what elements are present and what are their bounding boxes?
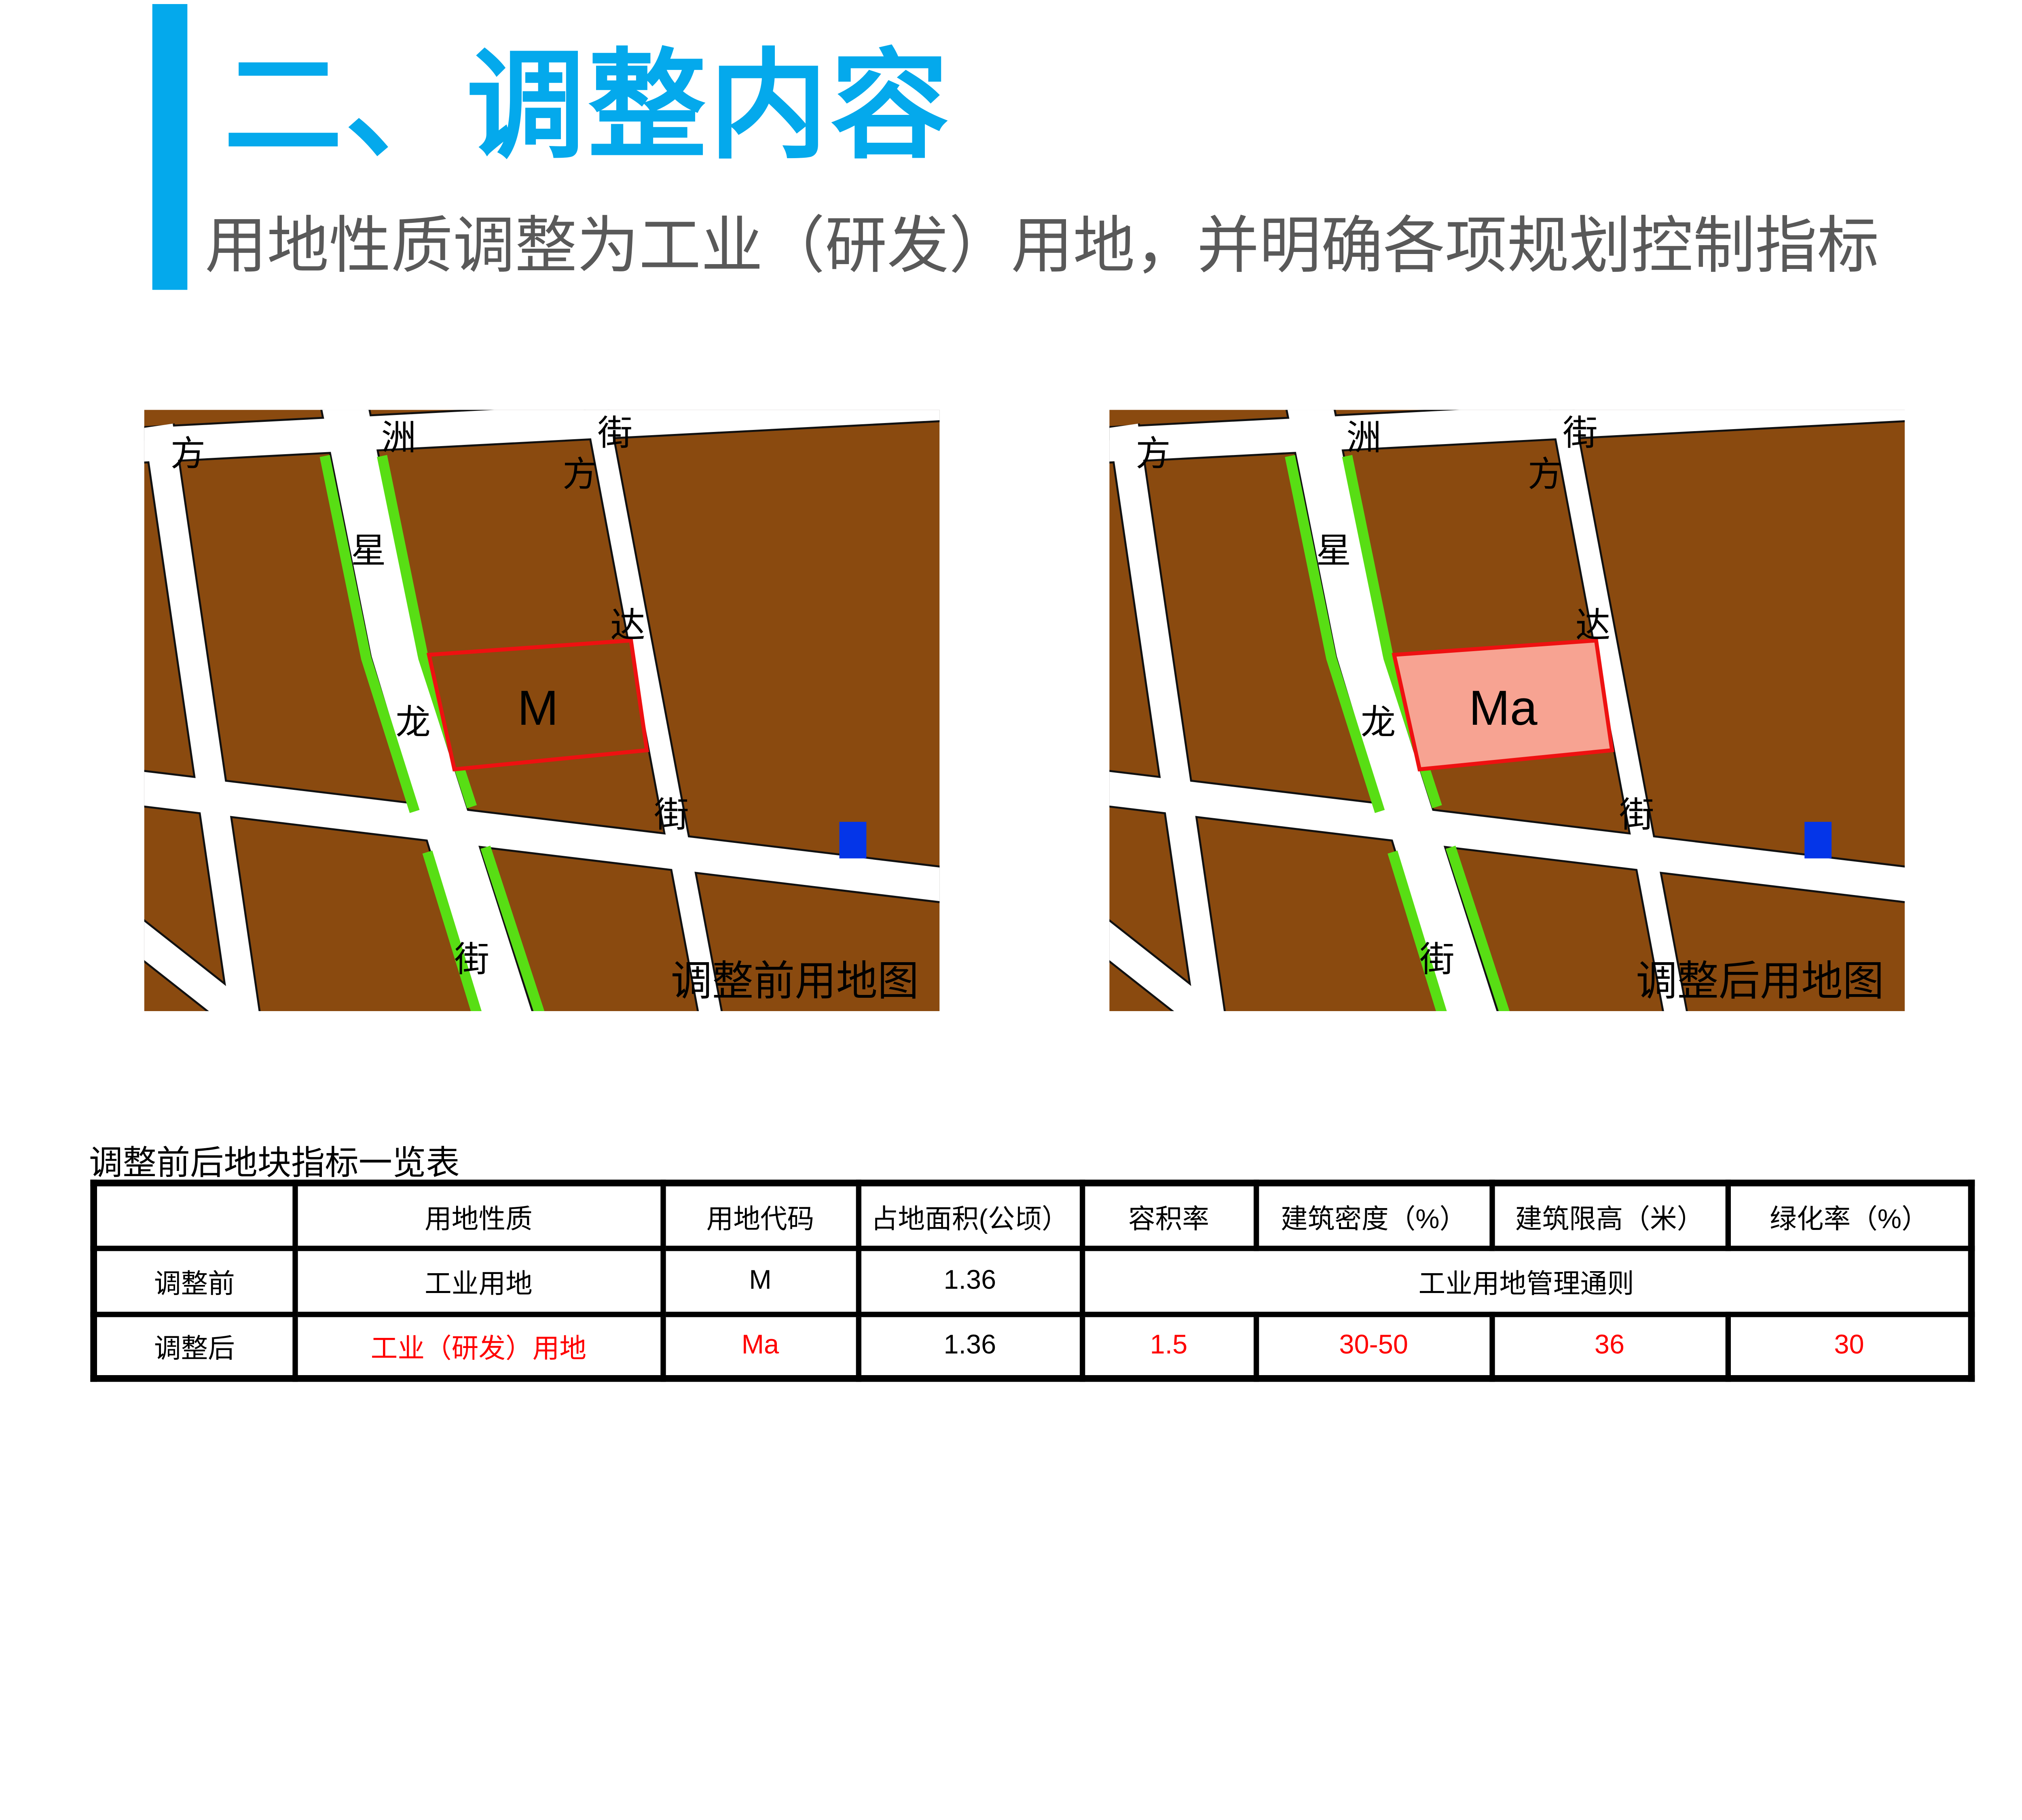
map-svg: 方洲街方星达龙街街Ma调整后用地图 [1109, 410, 1905, 1012]
street-label: 星 [351, 531, 386, 570]
street-label: 达 [1576, 606, 1611, 645]
greenbelt-strip [1285, 455, 1385, 813]
street-label: 街 [1619, 796, 1654, 834]
title-accent-bar [152, 4, 188, 290]
street-label: 街 [1419, 940, 1455, 979]
map-svg: 方洲街方星达龙街街M调整前用地图 [144, 410, 940, 1012]
table-row: 调整前 工业用地 M 1.36 工业用地管理通则 [91, 1245, 1974, 1317]
table-cell: M [660, 1245, 861, 1317]
street-label: 方 [563, 455, 598, 494]
street [1109, 423, 1224, 1012]
street [144, 423, 259, 1012]
table-header-cell [91, 1180, 297, 1251]
street-label: 街 [455, 940, 490, 979]
indicator-table: 用地性质 用地代码 占地面积(公顷） 容积率 建筑密度（%） 建筑限高（米） 绿化率（%）调… [90, 1179, 1975, 1382]
table-cell: 1.36 [855, 1312, 1085, 1381]
street-label: 洲 [1346, 419, 1381, 457]
greenbelt-strip [422, 850, 482, 1012]
greenbelt-strip [319, 455, 420, 813]
street [322, 410, 532, 1012]
street-label: 方 [1528, 455, 1563, 494]
street [1109, 410, 1905, 462]
street-label: 方 [171, 434, 206, 473]
street-label: 街 [654, 796, 689, 834]
street [586, 410, 721, 1012]
table-cell: 36 [1489, 1312, 1730, 1381]
greenbelt-strip [1387, 850, 1447, 1012]
table-header-cell: 绿化率（%） [1724, 1180, 1974, 1251]
street-label: 龙 [1361, 703, 1396, 742]
table-title: 调整前后地块指标一览表 [89, 1145, 460, 1183]
table-header-cell: 用地代码 [660, 1180, 861, 1251]
street-label: 街 [598, 414, 633, 453]
parcel-label: Ma [1469, 680, 1538, 735]
table-header-cell: 容积率 [1079, 1180, 1258, 1251]
parcel-ma [1392, 638, 1614, 772]
street [1551, 410, 1686, 1012]
table-cell: 30-50 [1253, 1312, 1494, 1381]
table-cell: 1.36 [855, 1245, 1085, 1317]
row-label-cell: 调整前 [91, 1245, 297, 1317]
table-cell: 工业用地 [292, 1245, 665, 1317]
street [1109, 921, 1223, 1012]
street-label: 方 [1136, 434, 1171, 473]
street-label: 街 [1563, 414, 1598, 453]
street-label: 龙 [396, 703, 431, 742]
map-caption: 调整后用地图 [1636, 958, 1884, 1004]
slide-title: 二、调整内容 [224, 39, 952, 173]
table-header-cell: 用地性质 [292, 1180, 665, 1251]
table-header-cell: 建筑限高（米） [1489, 1180, 1730, 1251]
greenbelt-strip [1445, 845, 1510, 1012]
table-header-cell: 建筑密度（%） [1253, 1180, 1494, 1251]
street-label: 达 [610, 606, 645, 645]
table-cell: 工业用地管理通则 [1079, 1245, 1974, 1317]
street [144, 772, 940, 902]
blue-block [839, 821, 867, 859]
row-label-cell: 调整后 [91, 1312, 297, 1381]
street [1287, 410, 1497, 1012]
table-cell: 30 [1724, 1312, 1974, 1381]
greenbelt-strip [480, 845, 545, 1012]
landuse-map-after: 方洲街方星达龙街街 Ma 调整后用地图 [1109, 410, 1905, 1012]
slide: 二、调整内容 用地性质调整为工业（研发）用地，并明确各项规划控制指标 方洲街方星… [89, 4, 1975, 1382]
table-row: 调整后 工业（研发）用地 Ma 1.36 1.5 30-50 36 30 [91, 1312, 1974, 1381]
slide-subtitle: 用地性质调整为工业（研发）用地，并明确各项规划控制指标 [205, 210, 1879, 281]
table-header-row: 用地性质 用地代码 占地面积(公顷） 容积率 建筑密度（%） 建筑限高（米） 绿化率（%） [91, 1180, 1974, 1251]
table-cell: 1.5 [1079, 1312, 1258, 1381]
blue-block [1804, 821, 1832, 859]
street-label: 洲 [381, 419, 417, 457]
street [144, 921, 258, 1012]
street [1109, 772, 1905, 902]
map-caption: 调整前用地图 [671, 958, 919, 1004]
landuse-map-before: 方洲街方星达龙街街 M 调整前用地图 [144, 410, 940, 1012]
street-label: 星 [1316, 531, 1352, 570]
parcel-label: M [517, 680, 558, 735]
parcel-m [426, 638, 649, 772]
table-header-cell: 占地面积(公顷） [855, 1180, 1085, 1251]
table-cell: 工业（研发）用地 [292, 1312, 665, 1381]
street [144, 410, 940, 462]
table-cell: Ma [660, 1312, 861, 1381]
